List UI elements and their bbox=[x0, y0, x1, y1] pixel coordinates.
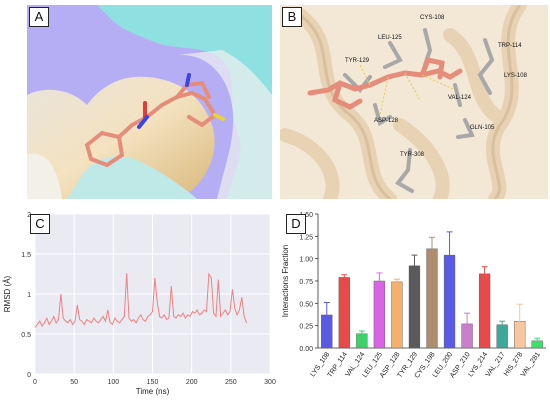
y-tick-label: 1.25 bbox=[299, 234, 313, 241]
panel-d-interactions-chart: D 0.00 0.25 0.50 0.75 1.00 1.25 1.50 LYS_108 TRP… bbox=[276, 206, 550, 400]
y-axis-label: Interactions Fraction bbox=[281, 245, 290, 317]
y-tick-label: 0.25 bbox=[299, 324, 313, 331]
y-tick-label: 1.50 bbox=[299, 212, 313, 219]
x-tick-label: 100 bbox=[107, 379, 119, 386]
residue-label-lys108: LYS-108 bbox=[504, 73, 527, 79]
ligand-sticks bbox=[84, 73, 225, 168]
surface-cyan-patch bbox=[67, 156, 197, 199]
interactions-chart-svg: 0.000.250.500.751.001.251.50LYS_108TRP_1… bbox=[281, 212, 546, 380]
bar-asp_128 bbox=[391, 281, 403, 349]
panel-d-label: D bbox=[286, 214, 306, 234]
panel-b-binding-site-image: B bbox=[280, 5, 548, 199]
residue-label-val124: VAL-124 bbox=[448, 95, 471, 101]
bar-lys_214 bbox=[478, 273, 491, 349]
panel-b-label: B bbox=[282, 7, 302, 27]
residue-label-gln105: GLN-105 bbox=[470, 125, 495, 131]
surface-illustration bbox=[27, 5, 272, 199]
panel-c-rmsd-chart: C 0 0.5 1 1.5 2 0 50 100 150 200 250 300 Time (ns) RM… bbox=[0, 206, 276, 400]
y-tick-label: 0.00 bbox=[299, 346, 313, 353]
residue-label-trp114: TRP-114 bbox=[498, 43, 522, 49]
x-axis-label: Time (ns) bbox=[136, 387, 170, 396]
x-tick-label: 150 bbox=[147, 379, 159, 386]
bar-leu_125 bbox=[373, 280, 386, 349]
residue-label-asp128: ASP-128 bbox=[374, 118, 399, 124]
y-tick-label: 0.50 bbox=[299, 301, 313, 308]
surface-highlight bbox=[177, 50, 272, 199]
bar-trp_114 bbox=[338, 277, 350, 349]
residue-label-leu125: LEU-125 bbox=[378, 35, 402, 41]
x-tick-label: 300 bbox=[264, 379, 276, 386]
bar-tyr_129 bbox=[408, 265, 421, 349]
x-tick-label: 0 bbox=[33, 379, 37, 386]
bar-cys_198 bbox=[426, 248, 438, 349]
y-tick-label: 1.00 bbox=[299, 257, 313, 264]
y-tick-label: 1.5 bbox=[21, 252, 31, 259]
y-tick-label: 0.5 bbox=[21, 332, 31, 339]
hbond-lines bbox=[359, 64, 456, 116]
panel-c-label: C bbox=[30, 214, 50, 234]
x-tick-label: 250 bbox=[225, 379, 237, 386]
y-tick-label: 1 bbox=[27, 292, 31, 299]
y-tick-label: 0 bbox=[27, 372, 31, 379]
panel-a-label: A bbox=[29, 7, 49, 27]
rmsd-chart-svg: 0 0.5 1 1.5 2 0 50 100 150 200 250 300 Time (ns) RMSD… bbox=[3, 212, 276, 396]
surface-left-patch bbox=[27, 153, 62, 199]
helix-ribbons bbox=[280, 5, 527, 199]
y-tick-label: 0.75 bbox=[299, 279, 313, 286]
y-tick-label: 2 bbox=[27, 212, 31, 219]
y-axis-label: RMSD (Å) bbox=[3, 275, 12, 312]
panel-a-surface-image: A bbox=[27, 5, 272, 199]
residue-label-tyr129: TYR-129 bbox=[345, 58, 370, 64]
helix-edges bbox=[299, 5, 522, 199]
x-tick-label: 50 bbox=[70, 379, 78, 386]
residue-label-cys108: CYS-108 bbox=[420, 15, 445, 21]
rmsd-series-line bbox=[34, 272, 247, 328]
x-tick-label: 200 bbox=[186, 379, 198, 386]
residue-label-tyr308: TYR-308 bbox=[400, 152, 425, 158]
binding-site-illustration bbox=[280, 5, 527, 199]
